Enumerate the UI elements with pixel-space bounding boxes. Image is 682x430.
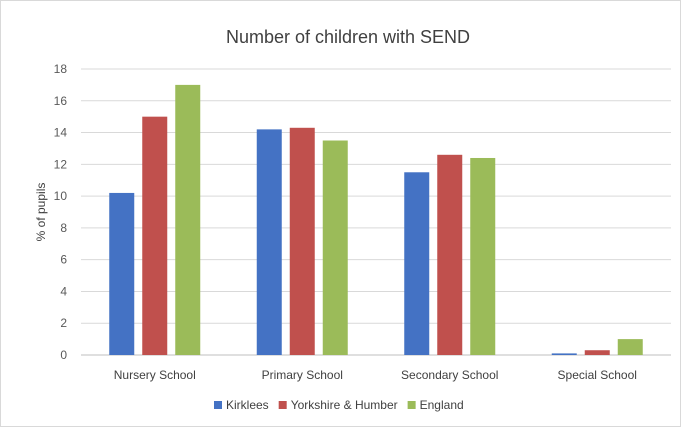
y-tick-label: 8 <box>60 221 67 235</box>
bar <box>142 116 168 356</box>
y-tick-label: 6 <box>60 253 67 267</box>
y-tick-label: 2 <box>60 316 67 330</box>
y-tick-label: 0 <box>60 348 67 362</box>
bar <box>584 350 610 355</box>
bar <box>404 172 430 355</box>
legend: Kirklees Yorkshire & Humber England <box>214 398 464 412</box>
bar <box>437 154 463 355</box>
gridlines <box>81 68 671 356</box>
y-axis-title: % of pupils <box>34 183 48 242</box>
legend-swatch <box>407 401 416 409</box>
legend-label: England <box>420 398 464 412</box>
bar <box>551 353 577 355</box>
x-category-label: Primary School <box>262 368 343 382</box>
x-category-label: Special School <box>558 368 637 382</box>
x-axis-categories: Nursery School Primary School Secondary Sc… <box>114 368 637 382</box>
legend-swatch <box>214 401 222 409</box>
bars <box>109 84 643 356</box>
y-tick-label: 14 <box>54 126 68 140</box>
y-tick-label: 18 <box>54 62 68 76</box>
bar <box>175 84 201 355</box>
bar <box>256 129 282 355</box>
legend-swatch <box>278 401 287 409</box>
legend-label: Yorkshire & Humber <box>291 398 398 412</box>
y-tick-label: 12 <box>54 157 68 171</box>
y-tick-label: 4 <box>60 284 67 298</box>
y-tick-label: 16 <box>54 94 68 108</box>
bar <box>470 157 496 355</box>
x-category-label: Nursery School <box>114 368 196 382</box>
y-axis-ticks: 0 2 4 6 8 10 12 14 16 18 <box>54 62 68 362</box>
legend-label: Kirklees <box>226 398 269 412</box>
x-category-label: Secondary School <box>401 368 498 382</box>
bar <box>617 339 643 355</box>
bar <box>322 140 348 355</box>
chart-title: Number of children with SEND <box>226 27 470 47</box>
bar <box>289 127 315 356</box>
y-tick-label: 10 <box>54 189 68 203</box>
bar <box>109 192 135 355</box>
